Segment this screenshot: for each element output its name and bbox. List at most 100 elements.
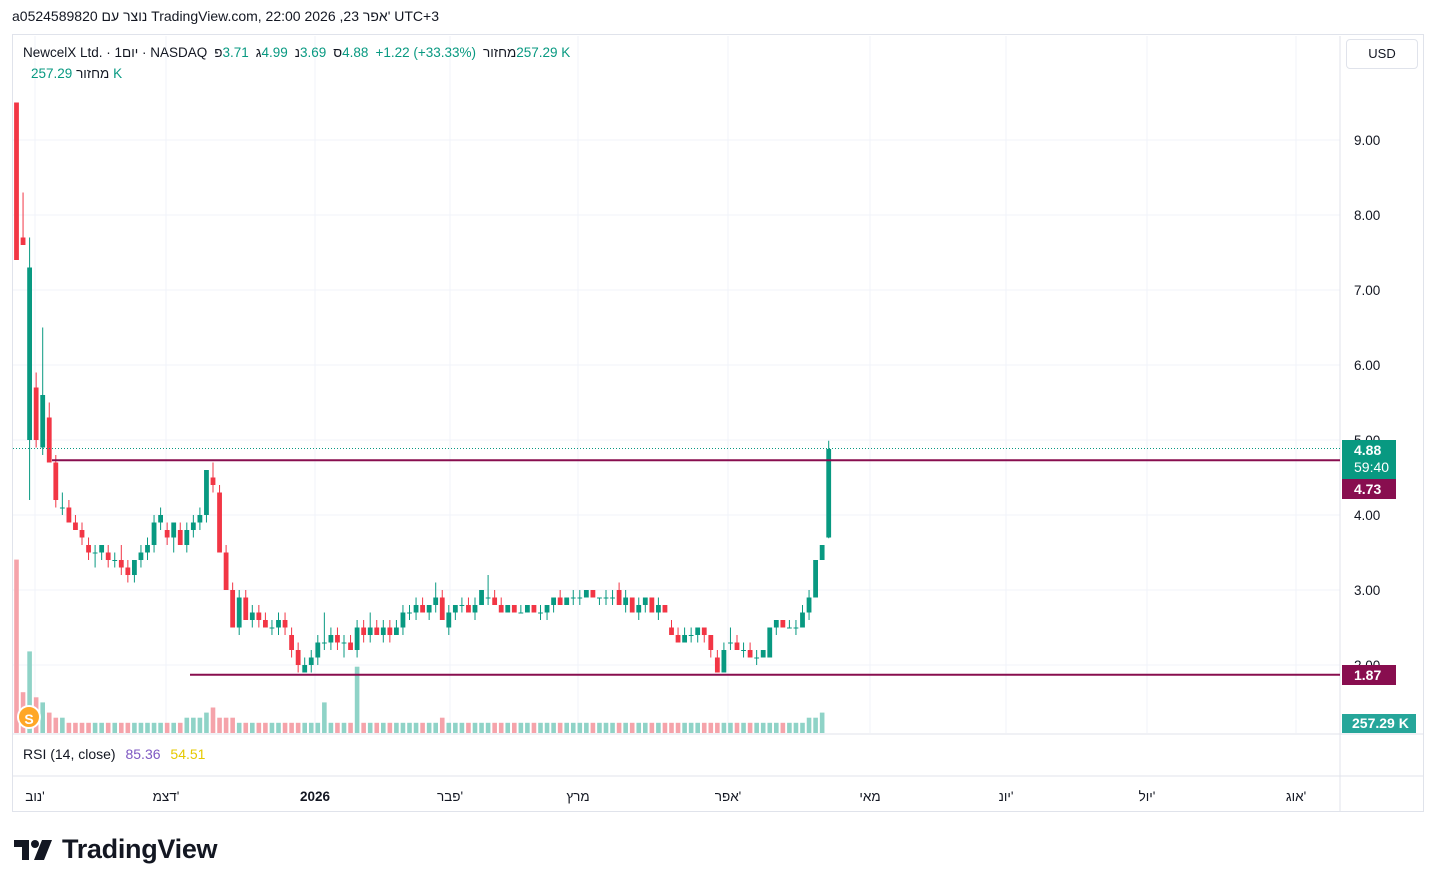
candle-body — [184, 530, 190, 545]
high-label: ג — [255, 45, 262, 60]
low-value: 3.69 — [300, 45, 327, 60]
volume-bar — [335, 722, 340, 733]
volume-bar — [112, 722, 118, 733]
rsi-ma-value: 54.51 — [170, 746, 206, 762]
chart-frame — [12, 34, 1424, 812]
candle-body — [269, 627, 275, 629]
symbol-name: NewcelX Ltd. · 1יום · NASDAQ — [23, 45, 208, 60]
rsi-value: 85.36 — [125, 746, 161, 762]
rsi-legend[interactable]: RSI (14, close) 85.36 54.51 — [23, 746, 205, 762]
symbol-legend[interactable]: NewcelX Ltd. · 1יום · NASDAQ פ 3.71 ג 4.… — [23, 45, 570, 60]
time-axis-label: אוג' — [1286, 789, 1306, 804]
candle-body — [525, 605, 530, 613]
candle-body — [642, 597, 648, 605]
candle-body — [800, 612, 805, 628]
volume-bar — [695, 722, 700, 733]
volume-bar — [125, 722, 131, 733]
volume-bar — [282, 722, 288, 733]
candle-body — [459, 605, 465, 606]
candle-body — [492, 597, 498, 605]
volume-bar — [721, 722, 727, 733]
volume-bar — [819, 712, 825, 733]
volume-legend[interactable]: מחזור 257.29 K — [23, 66, 122, 81]
volume-label: מחזור — [483, 45, 517, 60]
volume-bar — [813, 717, 818, 733]
candle-body — [249, 612, 255, 620]
candle-body — [518, 612, 524, 614]
candle-body — [433, 597, 439, 605]
candle-body — [308, 657, 314, 665]
last-price: 4.88 — [1354, 442, 1382, 458]
candle-body — [603, 597, 609, 599]
currency-button[interactable]: USD — [1346, 39, 1418, 69]
candle-body — [348, 642, 353, 650]
volume-bar — [439, 717, 445, 733]
chart-caption: a0524589820 נוצר עם TradingView.com, 22:… — [12, 8, 439, 24]
volume-bar — [643, 722, 648, 733]
volume-bar — [99, 722, 104, 733]
candle-body — [99, 545, 105, 553]
candle-body — [230, 590, 236, 628]
volume-bar — [164, 722, 170, 733]
volume-bar — [40, 702, 45, 733]
volume-bar — [171, 722, 176, 733]
volume-bar — [701, 722, 707, 733]
candle-body — [636, 605, 642, 613]
candle-body — [479, 590, 484, 605]
candle-body — [485, 597, 491, 599]
volume-bar — [361, 722, 366, 733]
candle-body — [813, 560, 818, 598]
volume-bar — [492, 722, 497, 733]
volume-bar — [236, 722, 242, 733]
volume-bar — [217, 717, 222, 733]
volume-bar — [381, 722, 386, 733]
candle-body — [204, 470, 209, 515]
volume-bar — [551, 722, 556, 733]
volume-bar — [230, 717, 235, 733]
candle-body — [256, 612, 262, 620]
candle-body — [623, 597, 629, 605]
volume-bar — [610, 722, 615, 733]
volume-bar — [243, 722, 249, 733]
candle-body — [760, 650, 766, 658]
candle-body — [544, 605, 550, 613]
candle-body — [171, 522, 177, 538]
candle-body — [682, 635, 687, 643]
price-axis-label: 3.00 — [1354, 583, 1380, 598]
volume-bar — [557, 722, 563, 733]
volume-bar — [295, 722, 301, 733]
candle-body — [754, 657, 760, 659]
candle-body — [806, 597, 812, 613]
candle-body — [446, 612, 452, 628]
open-value: 3.71 — [222, 45, 249, 60]
volume-bar — [498, 722, 504, 733]
volume-bar — [433, 722, 438, 733]
volume-bar — [787, 722, 792, 733]
candle-body — [105, 552, 111, 560]
candle-body — [583, 590, 589, 598]
volume-bar — [119, 722, 124, 733]
volume-bar — [728, 722, 733, 733]
volume-bar — [145, 722, 150, 733]
volume-bar — [466, 722, 471, 733]
last-price-tag: 4.88 59:40 — [1342, 440, 1396, 479]
volume-bar — [387, 722, 393, 733]
volume-bar — [662, 722, 668, 733]
volume-bar — [308, 722, 314, 733]
volume-bar — [800, 722, 805, 733]
volume-bar — [374, 722, 380, 733]
tradingview-logo[interactable]: TradingView — [14, 834, 218, 865]
split-event-icon[interactable]: S — [17, 705, 41, 729]
volume-bar — [459, 722, 465, 733]
rsi-label: RSI (14, close) — [23, 746, 116, 762]
low-label: נ — [294, 45, 301, 60]
volume-bar — [734, 722, 740, 733]
volume-bar — [92, 722, 98, 733]
volume-bar — [774, 722, 779, 733]
volume-bar — [105, 722, 111, 733]
candle-body — [597, 597, 602, 599]
candle-body — [321, 642, 327, 644]
candle-body — [452, 605, 458, 613]
candle-body — [295, 650, 301, 665]
